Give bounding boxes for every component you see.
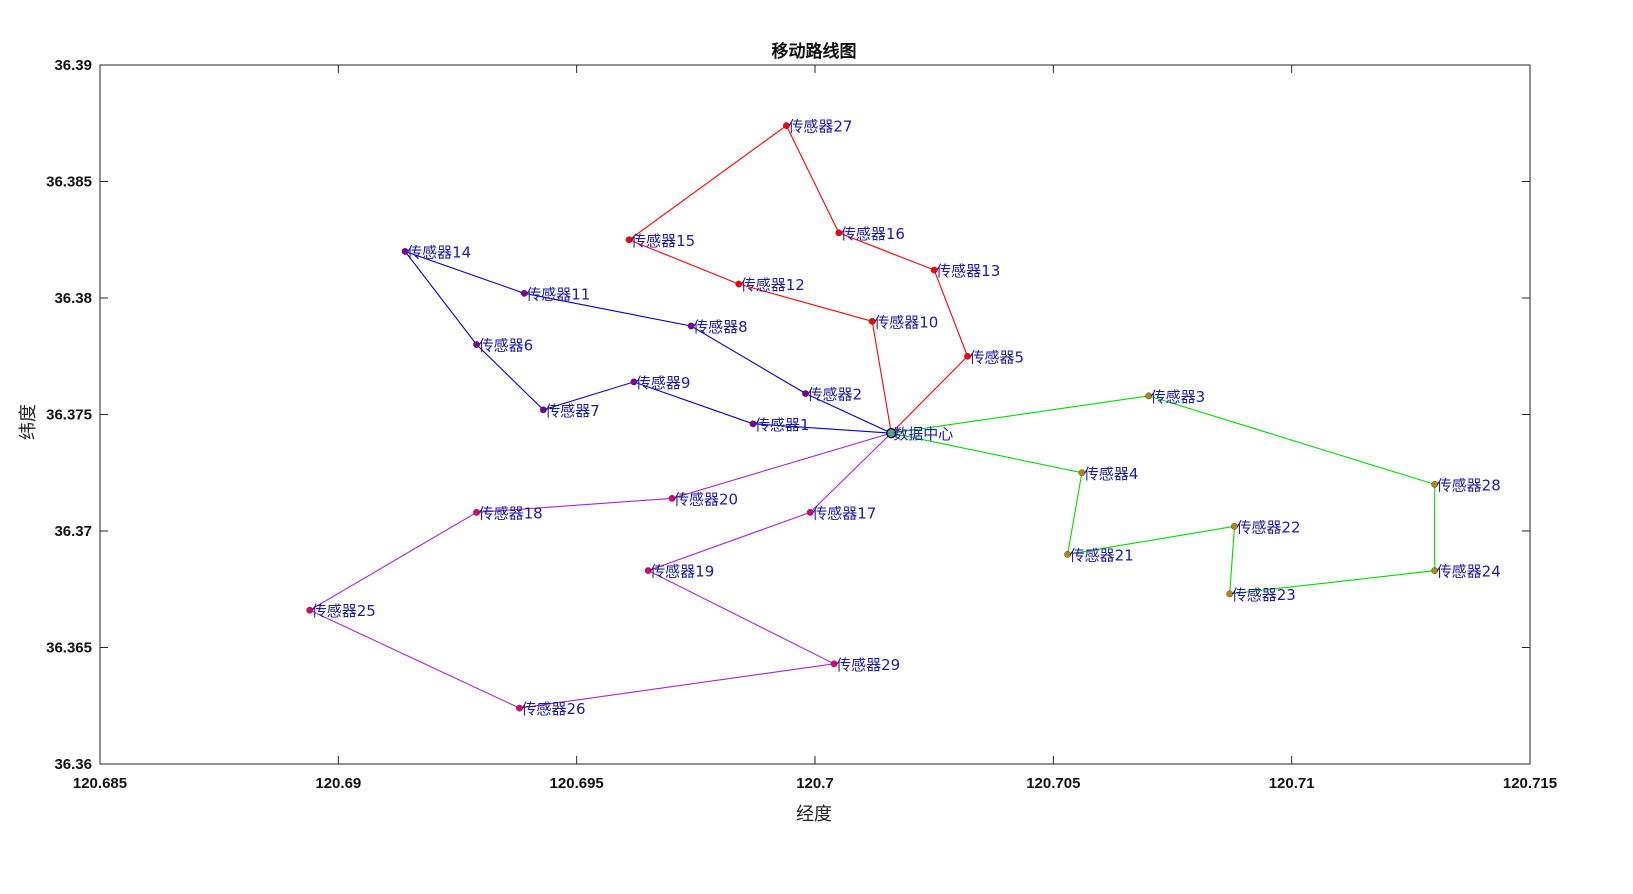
sensor-point (625, 236, 633, 244)
x-tick-label: 120.7 (796, 775, 834, 792)
sensor-label: 传感器25 (312, 602, 376, 620)
x-tick-label: 120.695 (550, 775, 604, 792)
data-center-point (886, 427, 897, 439)
sensor-label: 传感器21 (1070, 546, 1134, 564)
x-tick-label: 120.705 (1026, 775, 1080, 792)
sensor-label: 传感器18 (479, 504, 543, 522)
y-tick-label: 36.38 (54, 290, 92, 307)
sensor-point (802, 390, 809, 397)
sensor-point (1145, 392, 1153, 400)
sensor-label: 传感器9 (636, 374, 691, 392)
y-tick-label: 36.375 (46, 407, 92, 424)
sensor-label: 传感器6 (479, 337, 534, 355)
x-tick-label: 120.71 (1269, 775, 1315, 792)
sensor-point (668, 494, 676, 502)
sensor-label: 传感器20 (674, 490, 738, 508)
sensor-label: 传感器23 (1232, 586, 1296, 604)
axes: 120.685 120.69 120.695 120.7 120.705 120.71 12… (46, 57, 1557, 792)
sensor-point (687, 322, 695, 330)
data-center-label: 数据中心 (893, 425, 953, 443)
point-labels: 传感器1 传感器2 传感器3 传感器4 传感器5 传感器6 传感器7 传感器8 传感器9 传感器1… (312, 118, 1501, 719)
y-tick-label: 36.36 (54, 756, 92, 773)
sensor-point (749, 420, 757, 428)
sensor-point (1064, 550, 1072, 558)
sensor-point (539, 406, 547, 414)
sensor-label: 传感器29 (836, 656, 900, 674)
points (306, 122, 1439, 712)
sensor-label: 传感器7 (545, 402, 600, 420)
sensor-label: 传感器15 (631, 232, 695, 250)
sensor-point (1431, 567, 1439, 575)
sensor-label: 传感器16 (841, 225, 905, 243)
sensor-label: 传感器26 (521, 700, 585, 718)
sensor-label: 传感器14 (407, 243, 471, 261)
sensor-point (1078, 469, 1086, 477)
y-tick-label: 36.385 (46, 174, 92, 191)
sensor-label: 传感器1 (755, 416, 810, 434)
sensor-point (401, 247, 409, 255)
sensor-point (735, 280, 743, 288)
y-axis-label: 纬度 (18, 404, 39, 440)
sensor-label: 传感器4 (1084, 465, 1139, 483)
sensor-point (1231, 522, 1238, 530)
x-tick-label: 120.69 (315, 775, 361, 792)
y-tick-label: 36.37 (54, 523, 92, 540)
sensor-point (306, 606, 314, 614)
y-tick-label: 36.365 (46, 640, 92, 657)
sensor-label: 传感器28 (1437, 476, 1501, 494)
sensor-label: 传感器2 (807, 386, 862, 404)
x-tick-label: 120.715 (1503, 775, 1557, 792)
sensor-label: 传感器22 (1236, 518, 1300, 536)
sensor-point (964, 352, 971, 360)
sensor-label: 传感器3 (1151, 388, 1206, 406)
x-tick-label: 120.685 (73, 775, 127, 792)
sensor-point (630, 378, 638, 386)
sensor-label: 传感器10 (874, 313, 938, 331)
sensor-point (644, 567, 652, 575)
sensor-point (1226, 590, 1234, 598)
sensor-label: 传感器24 (1437, 563, 1501, 581)
sensor-point (473, 508, 480, 516)
sensor-label: 传感器8 (693, 318, 748, 336)
sensor-label: 传感器11 (526, 285, 590, 303)
sensor-point (1431, 480, 1439, 488)
sensor-point (516, 704, 523, 712)
y-tick-label: 36.39 (54, 57, 92, 74)
x-axis-label: 经度 (796, 804, 832, 825)
sensor-point (835, 229, 843, 237)
sensor-label: 传感器27 (788, 118, 852, 136)
route-2-line (403, 250, 892, 434)
sensor-point (783, 122, 790, 129)
sensor-point (520, 289, 528, 297)
sensor-point (830, 660, 838, 668)
sensor-label: 传感器12 (741, 276, 805, 294)
sensor-point (868, 317, 876, 325)
sensor-label: 传感器13 (936, 262, 1000, 280)
sensor-label: 传感器19 (650, 563, 714, 581)
sensor-point (806, 508, 814, 516)
sensor-label: 传感器5 (970, 348, 1025, 366)
sensor-point (930, 266, 938, 274)
chart-title: 移动路线图 (772, 41, 857, 62)
sensor-point (473, 341, 480, 348)
sensor-label: 传感器17 (812, 504, 876, 522)
